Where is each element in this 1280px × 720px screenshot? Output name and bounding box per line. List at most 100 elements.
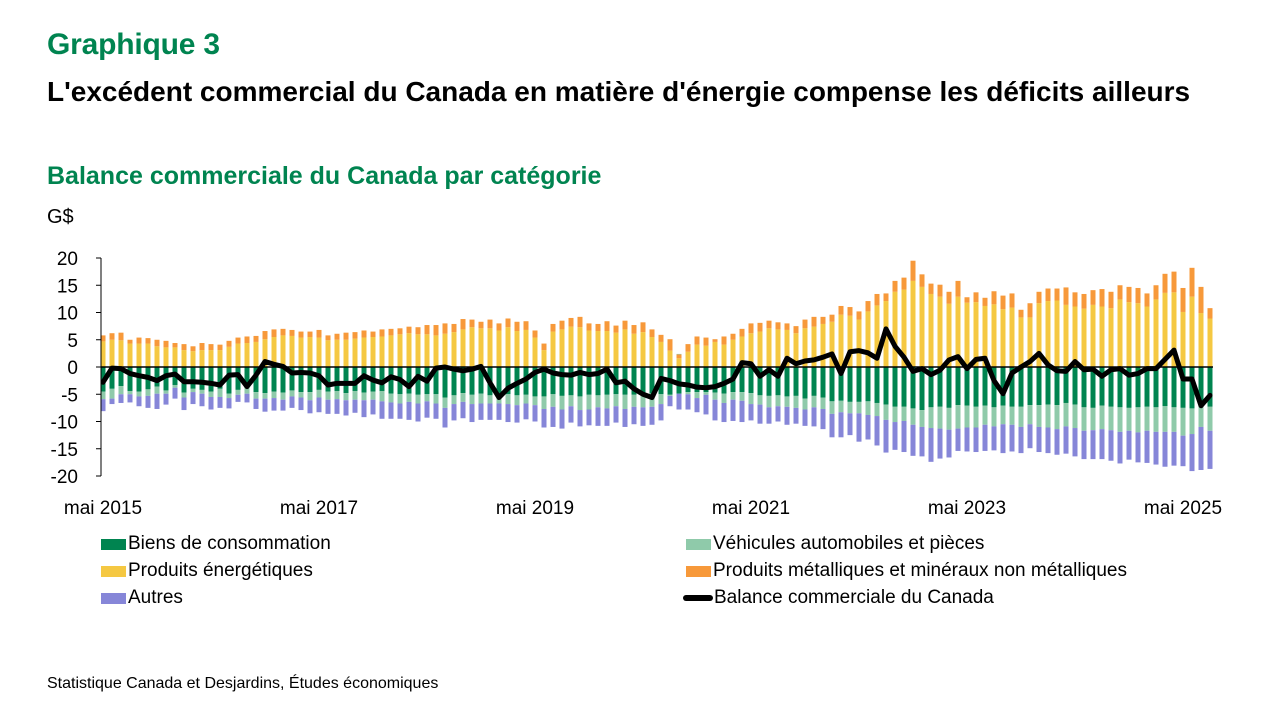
bar-energie xyxy=(145,343,151,367)
bar-autres xyxy=(469,404,475,423)
bar-energie xyxy=(397,334,403,367)
bar-metaux xyxy=(280,328,286,336)
bar-energie xyxy=(586,330,592,367)
bar-metaux xyxy=(361,330,367,338)
bar-autres xyxy=(217,396,223,408)
bar-vehicules xyxy=(460,393,466,402)
bar-metaux xyxy=(343,332,349,340)
bar-autres xyxy=(136,396,142,407)
bar-autres xyxy=(928,428,934,462)
bar-vehicules xyxy=(748,393,754,405)
bar-autres xyxy=(100,399,106,412)
bar-metaux xyxy=(523,321,529,330)
bar-vehicules xyxy=(208,391,214,397)
bar-biens xyxy=(712,367,718,393)
bar-energie xyxy=(271,337,277,367)
bar-biens xyxy=(208,367,214,392)
bar-vehicules xyxy=(100,391,106,400)
bar-energie xyxy=(235,343,241,367)
bar-vehicules xyxy=(325,391,331,400)
bar-biens xyxy=(271,367,277,392)
bar-biens xyxy=(973,367,979,407)
bar-vehicules xyxy=(316,389,322,398)
bar-vehicules xyxy=(910,408,916,425)
bar-metaux xyxy=(1072,292,1078,307)
bar-biens xyxy=(1000,367,1006,406)
bar-biens xyxy=(469,367,475,395)
bar-vehicules xyxy=(253,392,259,399)
bar-energie xyxy=(1036,303,1042,367)
bar-metaux xyxy=(667,339,673,351)
bar-energie xyxy=(658,341,664,367)
bar-biens xyxy=(739,367,745,393)
bar-biens xyxy=(892,367,898,407)
bar-biens xyxy=(766,367,772,396)
bar-energie xyxy=(775,329,781,367)
bar-autres xyxy=(595,407,601,426)
legend-item-vehicules: Véhicules automobiles et pièces xyxy=(686,533,984,555)
bar-biens xyxy=(883,367,889,405)
bar-biens xyxy=(1036,367,1042,406)
bar-vehicules xyxy=(838,400,844,413)
bar-vehicules xyxy=(217,388,223,397)
bar-metaux xyxy=(1135,287,1141,304)
bar-autres xyxy=(109,398,115,405)
bar-metaux xyxy=(946,291,952,304)
bar-autres xyxy=(190,392,196,405)
bar-energie xyxy=(820,323,826,367)
bar-biens xyxy=(262,367,268,394)
bar-vehicules xyxy=(973,406,979,428)
bar-biens xyxy=(910,367,916,409)
bar-energie xyxy=(739,336,745,367)
bar-vehicules xyxy=(919,410,925,427)
bar-energie xyxy=(928,293,934,367)
bar-biens xyxy=(298,367,304,393)
balance-line xyxy=(100,326,1213,409)
bar-biens xyxy=(982,367,988,406)
bar-vehicules xyxy=(199,389,205,394)
bar-biens xyxy=(946,367,952,408)
bar-vehicules xyxy=(442,397,448,408)
bar-biens xyxy=(568,367,574,396)
bar-autres xyxy=(289,396,295,408)
bar-vehicules xyxy=(523,394,529,404)
bar-autres xyxy=(253,398,259,409)
bar-vehicules xyxy=(397,394,403,404)
chart-title: L'excédent commercial du Canada en matiè… xyxy=(47,76,1191,107)
bar-biens xyxy=(289,367,295,391)
bar-metaux xyxy=(820,316,826,324)
bar-metaux xyxy=(433,325,439,336)
bar-autres xyxy=(541,408,547,428)
bar-vehicules xyxy=(946,407,952,430)
bar-metaux xyxy=(613,325,619,333)
bar-autres xyxy=(640,407,646,426)
bar-energie xyxy=(109,339,115,367)
bar-vehicules xyxy=(820,397,826,409)
legend-swatch-vehicules xyxy=(686,538,711,550)
bar-autres xyxy=(325,399,331,414)
bar-autres xyxy=(235,394,241,402)
bar-biens xyxy=(775,367,781,396)
bar-vehicules xyxy=(388,393,394,403)
bar-energie xyxy=(316,337,322,367)
bar-vehicules xyxy=(982,405,988,425)
bar-metaux xyxy=(577,316,583,328)
bar-biens xyxy=(1207,367,1213,407)
bar-autres xyxy=(181,397,187,411)
bar-autres xyxy=(1135,432,1141,463)
bar-biens xyxy=(1162,367,1168,407)
bar-metaux xyxy=(937,284,943,297)
bar-metaux xyxy=(649,329,655,338)
bar-vehicules xyxy=(307,392,313,401)
bar-biens xyxy=(856,367,862,402)
bar-metaux xyxy=(1045,288,1051,302)
bar-biens xyxy=(118,367,124,387)
bar-biens xyxy=(280,367,286,393)
bar-vehicules xyxy=(784,396,790,407)
bar-metaux xyxy=(451,323,457,333)
bar-metaux xyxy=(505,318,511,328)
bar-biens xyxy=(217,367,223,389)
bar-vehicules xyxy=(694,392,700,399)
bar-metaux xyxy=(235,337,241,344)
bar-energie xyxy=(433,335,439,367)
